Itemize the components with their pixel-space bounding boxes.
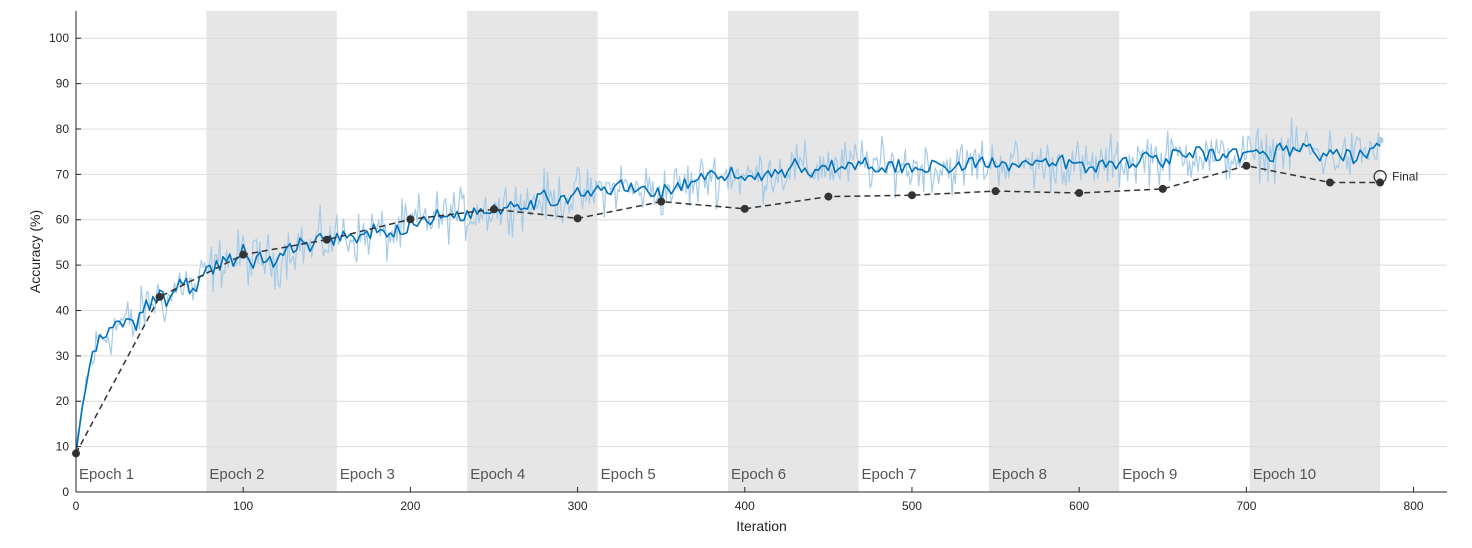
validation-point (573, 214, 582, 223)
x-tick-label: 200 (400, 499, 420, 513)
epoch-band-2 (206, 11, 337, 492)
smoothed-accuracy-line (75, 142, 1381, 454)
x-tick-label: 100 (233, 499, 253, 513)
epoch-label-7: Epoch 7 (861, 466, 916, 483)
axes: 0 100 200 300 400 500 600 700 800 0 10 20 30 40 50 60 70… (49, 11, 1447, 513)
y-tick-label: 20 (56, 394, 70, 408)
y-tick-label: 0 (62, 485, 69, 499)
final-label: Final (1392, 170, 1418, 184)
epoch-band-6 (728, 11, 859, 492)
epoch-label-4: Epoch 4 (470, 466, 525, 483)
raw-accuracy-line (75, 116, 1381, 453)
epoch-bands (206, 11, 1381, 492)
validation-point (1075, 188, 1084, 197)
epoch-labels: Epoch 1 Epoch 2 Epoch 3 Epoch 4 Epoch 5 Epoch… (79, 466, 1316, 483)
epoch-label-5: Epoch 5 (601, 466, 656, 483)
raw-accuracy-series (75, 116, 1384, 453)
y-tick-label: 50 (56, 258, 70, 272)
validation-point (991, 187, 1000, 196)
validation-point (907, 191, 916, 200)
epoch-label-8: Epoch 8 (992, 466, 1047, 483)
y-tick-label: 100 (49, 31, 69, 45)
epoch-band-8 (988, 11, 1120, 492)
validation-point (1242, 161, 1251, 170)
x-tick-label: 300 (568, 499, 588, 513)
y-tick-label: 40 (56, 303, 70, 317)
epoch-label-3: Epoch 3 (340, 466, 395, 483)
validation-point (824, 192, 833, 201)
y-tick-label: 30 (56, 349, 70, 363)
x-tick-label: 800 (1404, 499, 1424, 513)
x-tick-label: 400 (735, 499, 755, 513)
x-tick-label: 700 (1236, 499, 1256, 513)
epoch-label-9: Epoch 9 (1122, 466, 1177, 483)
validation-point (657, 197, 666, 206)
validation-point (1325, 178, 1334, 187)
epoch-label-1: Epoch 1 (79, 466, 134, 483)
epoch-band-10 (1249, 11, 1381, 492)
validation-point (740, 204, 749, 213)
x-axis-label: Iteration (736, 518, 787, 534)
y-axis-label: Accuracy (%) (27, 210, 43, 293)
validation-point (489, 205, 498, 214)
validation-point (406, 215, 415, 224)
epoch-label-6: Epoch 6 (731, 466, 786, 483)
smoothed-accuracy-series (75, 142, 1381, 454)
y-tick-label: 70 (56, 167, 70, 181)
validation-point (322, 235, 331, 244)
final-marker (1373, 170, 1387, 184)
y-tick-label: 10 (56, 440, 70, 454)
epoch-label-10: Epoch 10 (1253, 466, 1316, 483)
epoch-band-4 (467, 11, 598, 492)
validation-point (155, 292, 164, 301)
x-tick-label: 0 (73, 499, 80, 513)
x-tick-label: 500 (902, 499, 922, 513)
epoch-label-2: Epoch 2 (209, 466, 264, 483)
annotations: Final (1373, 170, 1418, 184)
y-tick-label: 90 (56, 77, 70, 91)
x-tick-label: 600 (1069, 499, 1089, 513)
y-tick-label: 80 (56, 122, 70, 136)
y-tick-label: 60 (56, 213, 70, 227)
validation-point (1158, 184, 1167, 193)
validation-point (239, 250, 248, 259)
raw-final-point (1376, 136, 1384, 144)
